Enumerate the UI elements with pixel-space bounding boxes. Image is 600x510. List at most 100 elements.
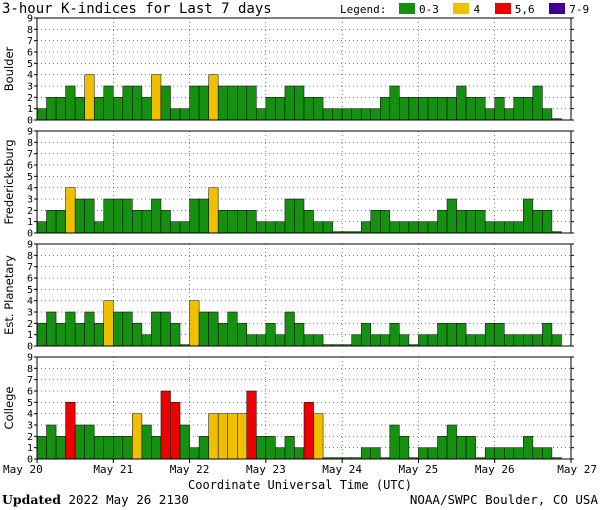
k-index-bar <box>523 334 534 347</box>
k-index-bar <box>55 97 66 121</box>
k-index-bar <box>513 221 524 234</box>
k-index-bar <box>542 447 553 460</box>
k-index-bar <box>198 436 209 460</box>
panel-frame <box>36 356 572 460</box>
k-index-bar <box>170 221 181 234</box>
x-tick-label: May 22 <box>170 463 210 476</box>
k-index-bar <box>284 311 295 347</box>
k-index-bar <box>227 413 238 460</box>
k-index-bar <box>446 424 457 460</box>
legend-item-label: 4 <box>473 3 481 16</box>
k-index-bar <box>265 323 276 347</box>
k-index-bar <box>313 221 324 234</box>
k-index-bar <box>456 210 467 234</box>
k-index-bar <box>237 85 248 121</box>
k-index-bar <box>494 97 505 121</box>
k-index-bar <box>494 323 505 347</box>
k-index-bar <box>46 210 57 234</box>
k-index-bar <box>132 323 143 347</box>
k-index-bar <box>170 108 181 121</box>
k-index-bar <box>418 221 429 234</box>
k-index-bar <box>389 221 400 234</box>
y-tick-label: 6 <box>27 274 33 285</box>
x-tick-label: May 27 <box>557 463 597 476</box>
k-index-bar <box>303 402 314 460</box>
k-index-bar <box>93 221 105 234</box>
k-index-bar <box>418 334 429 347</box>
credit: NOAA/SWPC Boulder, CO USA <box>409 492 598 507</box>
k-index-bar <box>303 334 314 347</box>
k-index-bar <box>246 210 257 234</box>
legend-item-label: 5,6 <box>514 3 535 16</box>
k-index-bar <box>504 334 515 347</box>
y-tick-label: 5 <box>27 285 33 296</box>
k-index-bar <box>189 447 200 460</box>
y-tick-label: 2 <box>27 93 33 104</box>
k-index-bar <box>532 210 543 234</box>
k-index-bar <box>418 97 429 121</box>
k-index-bar <box>237 323 248 347</box>
k-index-bar <box>551 334 562 347</box>
k-index-bar <box>246 334 257 347</box>
y-tick-label: 5 <box>27 398 33 409</box>
y-tick-label: 8 <box>27 25 33 36</box>
k-index-bar <box>246 390 257 460</box>
k-index-bar <box>380 334 391 347</box>
k-index-bar <box>55 436 66 460</box>
k-index-bar <box>227 311 238 347</box>
k-index-bar <box>437 323 448 347</box>
k-index-bar <box>418 447 429 460</box>
k-index-bar <box>170 323 181 347</box>
k-index-bar <box>513 334 524 347</box>
k-index-bar <box>513 447 524 460</box>
k-index-bar <box>465 97 476 121</box>
k-index-bar <box>160 311 171 347</box>
k-index-bar <box>84 74 95 121</box>
k-index-bar <box>217 210 228 234</box>
k-index-bar <box>246 85 257 121</box>
k-index-bar <box>370 447 381 460</box>
k-index-bar <box>189 85 200 121</box>
k-index-bar <box>84 311 95 347</box>
y-tick-label: 7 <box>27 375 33 386</box>
k-index-bar <box>399 334 410 347</box>
k-index-bar <box>408 97 419 121</box>
k-index-bar <box>151 74 162 121</box>
panel-label: Fredericksburg <box>2 139 16 224</box>
panel-label: Boulder <box>2 46 16 91</box>
y-tick-label: 2 <box>27 319 33 330</box>
k-index-bar <box>36 108 47 121</box>
k-index-bar <box>217 85 228 121</box>
panel-label: College <box>2 387 16 430</box>
k-index-bar <box>294 85 305 121</box>
y-tick-label: 2 <box>27 206 33 217</box>
k-index-bar <box>380 97 391 121</box>
k-index-bar <box>322 108 333 121</box>
y-tick-label: 4 <box>27 296 33 307</box>
k-index-bar <box>256 334 267 347</box>
k-index-bar <box>160 210 171 234</box>
k-index-bar <box>179 108 190 121</box>
k-index-bar <box>370 108 381 121</box>
k-index-bar <box>84 198 95 234</box>
k-index-bar <box>465 436 476 460</box>
k-index-bar <box>437 97 448 121</box>
k-index-bar <box>141 97 152 121</box>
legend-swatch-purple <box>549 3 566 14</box>
panel-frame <box>36 243 572 347</box>
k-index-bar <box>542 210 553 234</box>
k-index-bar <box>151 198 162 234</box>
y-tick-label: 5 <box>27 172 33 183</box>
legend-swatch-green <box>398 3 415 14</box>
k-index-bar <box>427 221 438 234</box>
k-index-bar <box>74 198 85 234</box>
k-index-bar <box>484 108 495 121</box>
x-axis-label: Coordinate Universal Time (UTC) <box>188 478 412 492</box>
y-tick-label: 9 <box>27 127 33 138</box>
k-index-bar <box>332 108 343 121</box>
updated-label: Updated <box>2 492 61 507</box>
k-index-bar <box>227 210 238 234</box>
k-index-bar <box>475 334 486 347</box>
k-index-bar <box>227 85 238 121</box>
k-index-bar <box>103 198 114 234</box>
